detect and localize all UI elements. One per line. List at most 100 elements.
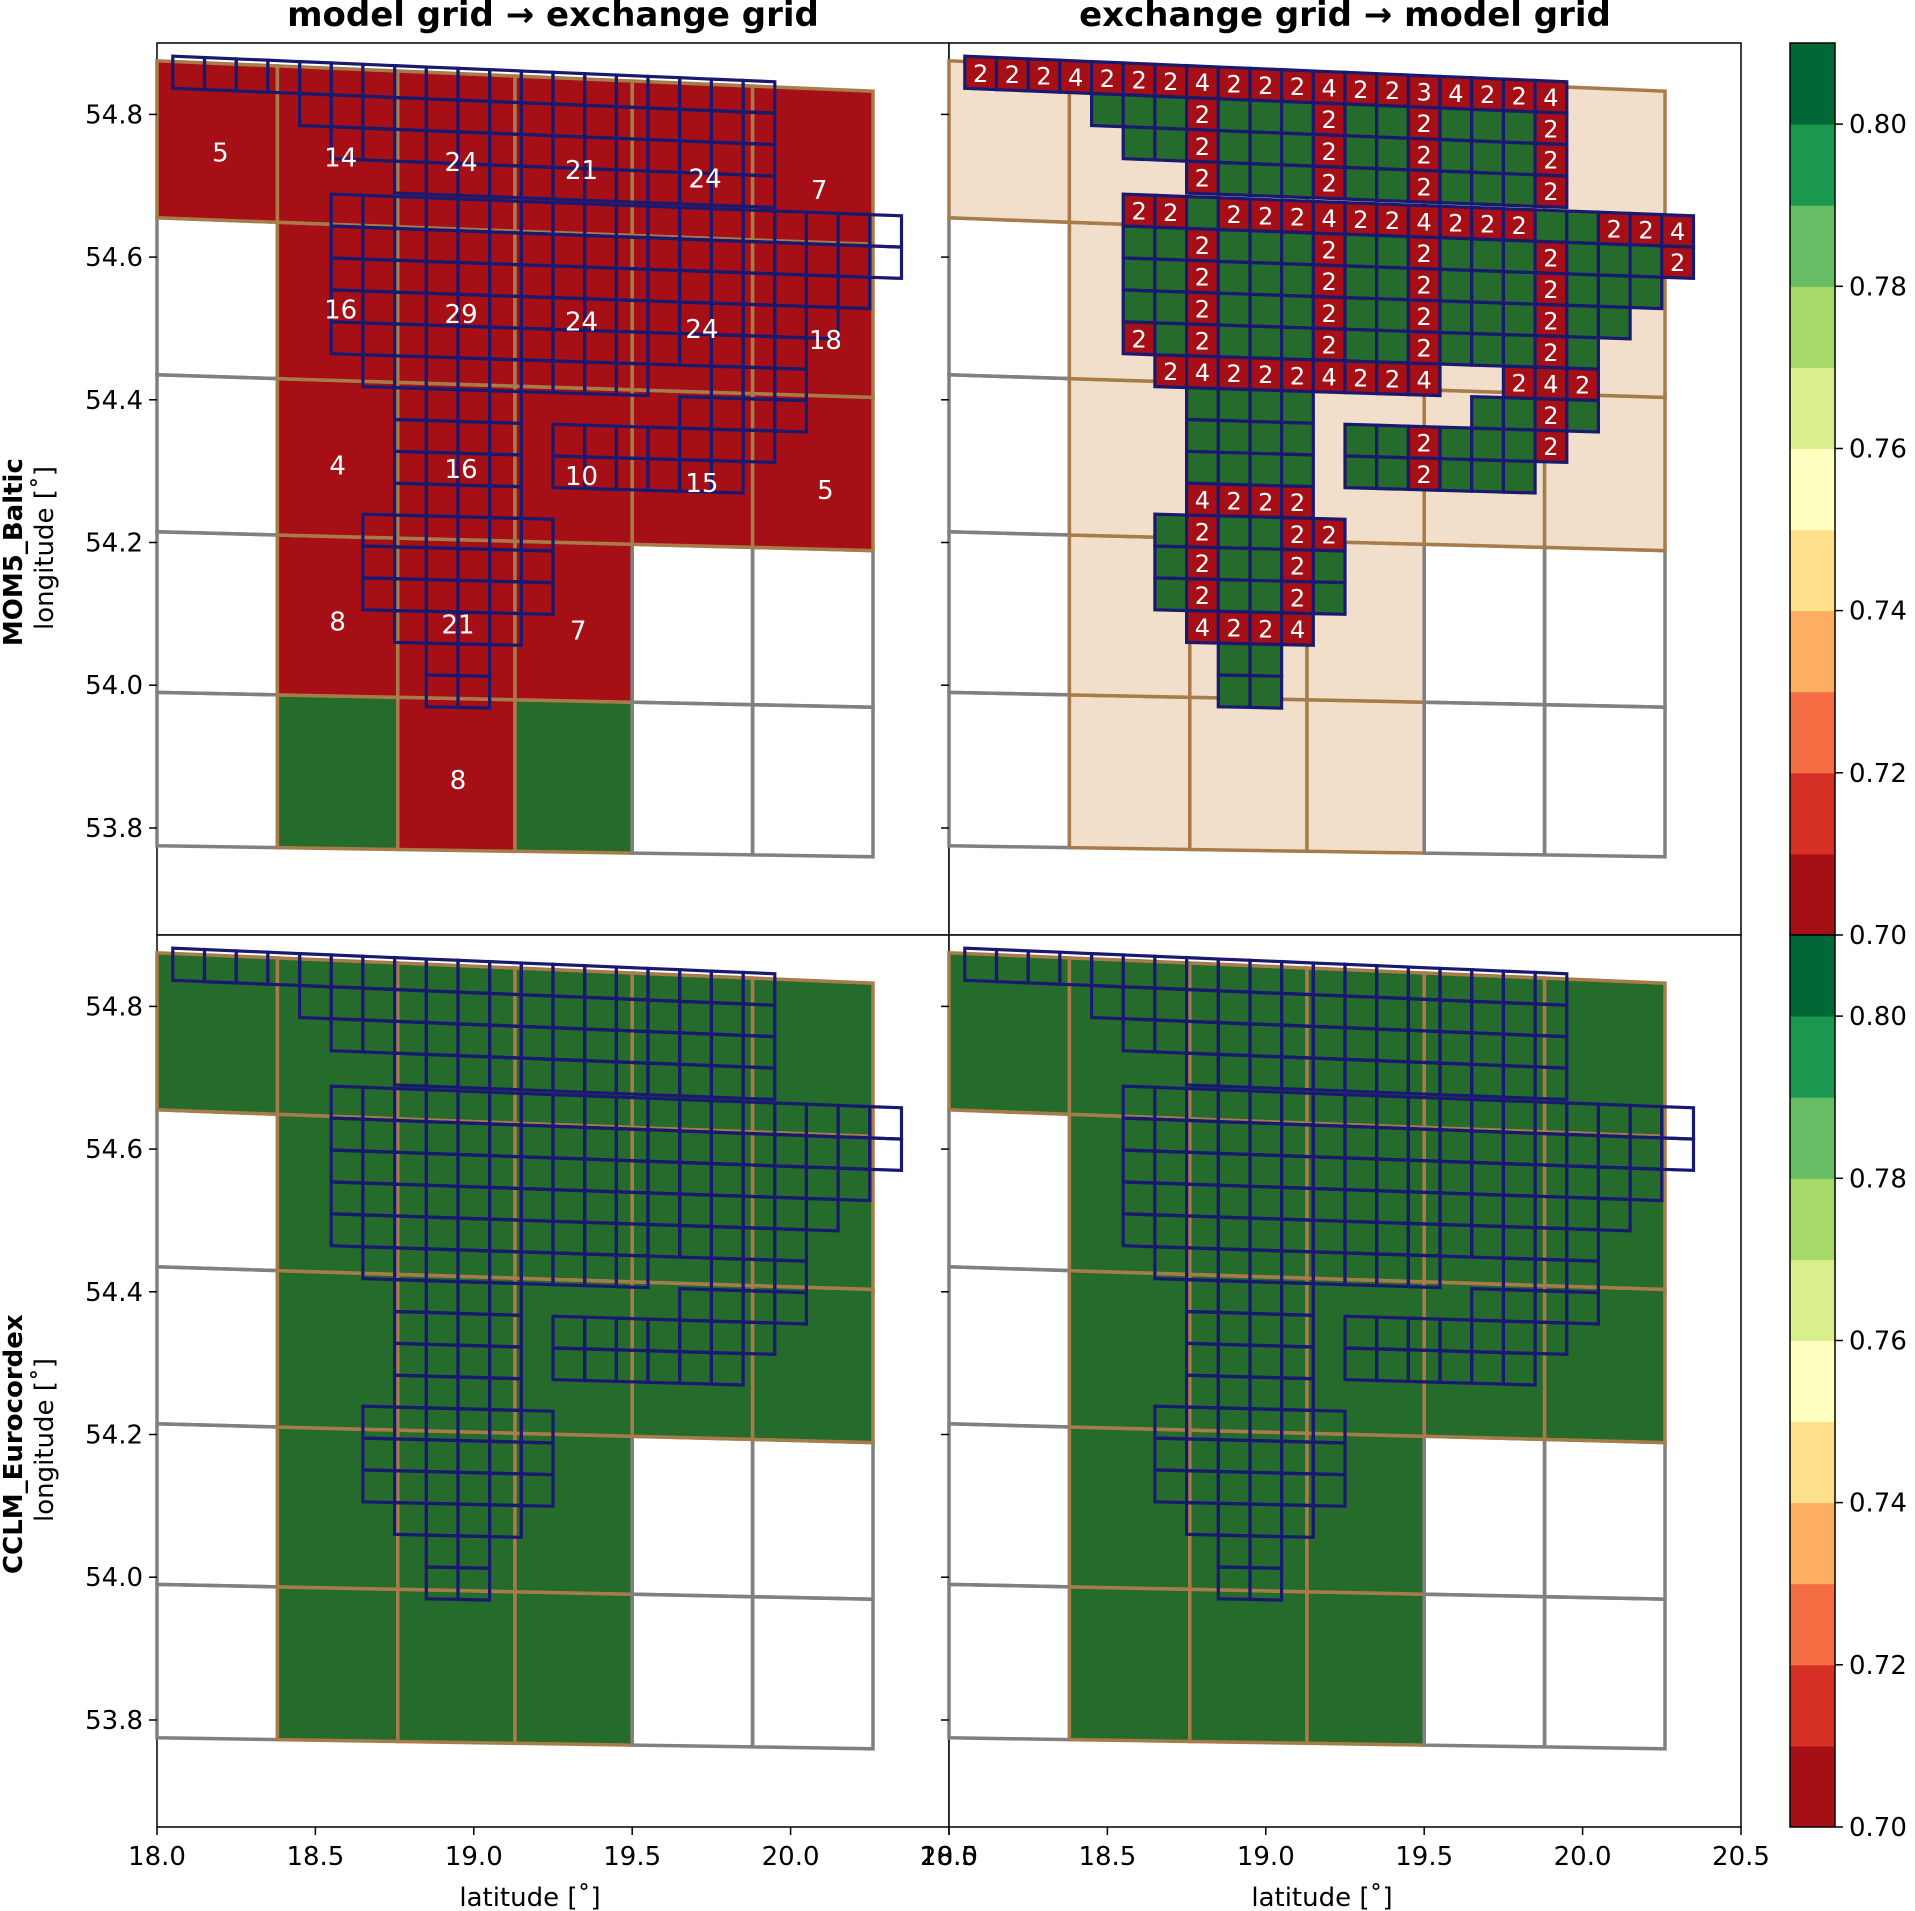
model-grid-cell (396, 1587, 517, 1746)
cell-count-label: 2 (1258, 361, 1273, 389)
exchange-grid-cell (1343, 295, 1379, 332)
colorbar-segment (1790, 1259, 1835, 1341)
exchange-grid-cell (1279, 452, 1315, 489)
exchange-grid-cell (804, 1196, 840, 1233)
exchange-grid-cell (1153, 257, 1189, 294)
cell-count-label: 2 (1543, 178, 1558, 206)
exchange-grid-cell (1121, 256, 1157, 293)
cell-count-label: 4 (1448, 80, 1463, 108)
x-tick-label: 20.0 (1554, 1842, 1612, 1872)
colorbar-2: 0.70 0.72 0.74 0.76 0.78 0.80 (1789, 934, 1907, 1843)
model-grid-cell (513, 698, 634, 855)
cell-count-label: 2 (1385, 207, 1400, 235)
cell-count-label: 2 (1005, 61, 1020, 89)
model-grid-cell (1067, 956, 1192, 1121)
y-tick-label: 53.8 (85, 1706, 143, 1736)
cell-count-label: 2 (1417, 110, 1432, 138)
exchange-grid-cell (1438, 299, 1474, 336)
exchange-grid-cell (1660, 244, 1696, 281)
x-axis-label-left: latitude [˚] (459, 1883, 600, 1911)
y-tick-label: 53.8 (85, 814, 143, 844)
overlap-count-label: 24 (685, 315, 718, 345)
y-tick-label: 54.6 (85, 243, 143, 273)
cell-count-label: 2 (1417, 240, 1432, 268)
exchange-grid-cell (1565, 397, 1601, 434)
model-grid-cell (1188, 1587, 1309, 1746)
exchange-grid-cell (1279, 261, 1315, 299)
exchange-grid-cell (614, 361, 650, 398)
colorbar-segment (1790, 1664, 1835, 1747)
exchange-grid-cell (1248, 578, 1284, 615)
model-grid-cell (513, 966, 634, 1130)
colorbar-segment (1790, 1340, 1835, 1423)
exchange-grid-cell (1248, 324, 1284, 361)
row-axis-top: longitude [˚] (30, 466, 60, 630)
y-tick-label: 54.2 (85, 529, 143, 559)
cell-count-label: 2 (1290, 489, 1305, 517)
overlap-count-label: 5 (817, 476, 834, 506)
exchange-grid-cell (1470, 237, 1506, 274)
cell-count-label: 2 (1195, 582, 1210, 610)
model-grid-cell (1305, 1276, 1426, 1439)
x-tick-label: 20.5 (920, 1842, 978, 1872)
y-tick-label: 54.8 (85, 992, 143, 1022)
y-tick-label: 54.4 (85, 386, 143, 416)
exchange-grid-cell (1501, 427, 1537, 464)
cell-count-label: 2 (1322, 332, 1337, 360)
exchange-grid-cell (1248, 673, 1284, 710)
exchange-grid-cell (1470, 426, 1506, 463)
cell-count-label: 4 (1322, 205, 1337, 233)
y-tick-label: 54.0 (85, 1563, 143, 1593)
cell-count-label: 2 (1195, 101, 1210, 129)
model-grid-cell (750, 976, 875, 1139)
exchange-grid-cell (1279, 163, 1315, 200)
colorbar-segment (1790, 286, 1835, 368)
model-grid-cell (630, 1279, 755, 1442)
x-tick-label: 19.0 (1237, 1842, 1295, 1872)
exchange-grid-cell (1343, 454, 1379, 491)
cell-count-label: 2 (1226, 360, 1241, 388)
exchange-grid-cell (1533, 173, 1569, 210)
exchange-grid-cell (1153, 512, 1189, 549)
overlap-count-label: 7 (811, 176, 828, 206)
cell-count-label: 2 (1258, 72, 1273, 100)
row-label-top: MOM5_Baltic longitude [˚] (0, 450, 60, 646)
x-tick-label: 19.5 (603, 1842, 661, 1872)
exchange-grid-cell (1279, 420, 1315, 457)
model-grid-cell (1422, 971, 1547, 1134)
overlap-count-label: 16 (445, 455, 478, 485)
cell-count-label: 2 (1322, 106, 1337, 134)
exchange-grid-cell (614, 1253, 650, 1290)
exchange-grid-cell (1216, 673, 1252, 710)
overlap-count-label: 15 (685, 469, 718, 499)
exchange-grid-cell (1153, 544, 1189, 581)
cell-count-label: 2 (1258, 202, 1273, 230)
model-grid-cell (1422, 1279, 1547, 1442)
exchange-grid-cell (1279, 325, 1315, 362)
exchange-grid-cell (1375, 233, 1411, 270)
column-title-left: model grid → exchange grid (287, 0, 819, 35)
exchange-grid-cell (1343, 232, 1379, 269)
exchange-grid-cell (1375, 297, 1411, 334)
overlap-count-label: 21 (565, 156, 598, 186)
cell-count-label: 4 (1417, 366, 1432, 394)
exchange-grid-cell (1375, 423, 1411, 460)
cell-count-label: 2 (1480, 211, 1495, 239)
exchange-grid-cell (1438, 457, 1474, 493)
cell-count-label: 2 (1195, 264, 1210, 292)
exchange-grid-cell (1184, 385, 1220, 423)
exchange-grid-cell (1153, 289, 1189, 326)
panel-1: 5 14 24 21 24 7 16 29 24 24 18 4 16 10 15 5 8 21 7 8 53.8 54.… (85, 42, 950, 936)
overlap-count-label: 24 (565, 307, 598, 337)
exchange-grid-cell (1565, 240, 1601, 277)
colorbar-segment (1790, 205, 1835, 287)
exchange-grid-cell (1153, 126, 1189, 163)
exchange-grid-cell (1438, 267, 1474, 304)
model-grid-cell (513, 1121, 634, 1284)
cell-count-label: 2 (1353, 364, 1368, 392)
exchange-grid-cell (1248, 260, 1284, 298)
exchange-grid-cell (1216, 577, 1252, 614)
exchange-grid-cell (1216, 227, 1252, 265)
exchange-grid-cell (1216, 160, 1252, 198)
model-grid-cell (513, 1276, 634, 1439)
